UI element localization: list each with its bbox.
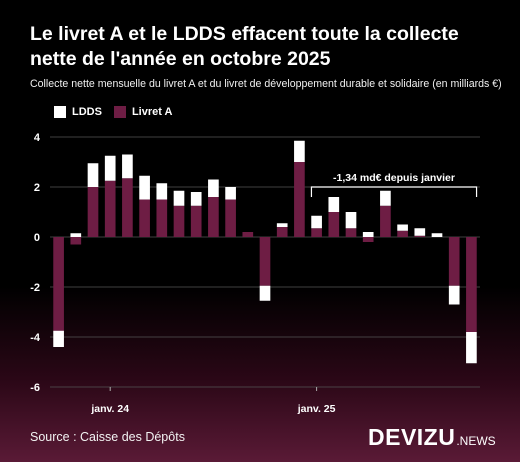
legend-swatch-livret-a: [113, 106, 126, 118]
bar-ldds: [448, 285, 460, 305]
bar-ldds: [397, 224, 408, 231]
bar-livret-a: [208, 197, 219, 237]
chart-legend: LDDS Livret A: [54, 106, 185, 118]
bar-livret-a: [345, 228, 357, 237]
bar-livret-a: [311, 228, 322, 237]
x-tick-label: janv. 24: [90, 403, 129, 415]
legend-item-ldds: LDDS: [54, 106, 102, 118]
bar-livret-a: [294, 162, 305, 237]
bar-ldds: [225, 187, 236, 200]
annotation-label: -1,34 md€ depuis janvier: [333, 172, 455, 184]
bar-ldds: [53, 330, 64, 347]
legend-label-ldds: LDDS: [72, 106, 102, 118]
bar-ldds: [276, 223, 288, 227]
bar-livret-a: [259, 237, 271, 286]
bar-ldds: [414, 228, 426, 236]
bar-livret-a: [104, 180, 116, 237]
y-tick-label: 2: [34, 182, 40, 194]
bar-ldds: [70, 233, 82, 237]
bar-ldds: [431, 233, 443, 237]
bar-livret-a: [122, 178, 133, 237]
bar-ldds: [139, 175, 150, 200]
bar-livret-a: [190, 205, 202, 237]
y-tick-label: -2: [30, 282, 40, 294]
bar-livret-a: [70, 237, 82, 245]
bar-livret-a: [87, 187, 99, 237]
bar-livret-a: [173, 205, 185, 237]
bar-ldds: [208, 179, 219, 197]
source-note: Source : Caisse des Dépôts: [30, 430, 185, 444]
brand-suffix: .NEWS: [456, 434, 496, 448]
bar-livret-a: [53, 237, 64, 331]
bar-livret-a: [242, 232, 254, 237]
y-tick-label: -6: [30, 382, 40, 394]
page-title: Le livret A et le LDDS effacent toute la…: [30, 23, 459, 70]
bar-ldds: [294, 140, 305, 162]
bar-ldds: [190, 192, 202, 206]
bar-livret-a: [276, 227, 288, 237]
bar-ldds: [466, 332, 477, 364]
legend-swatch-ldds: [54, 106, 66, 118]
bar-livret-a: [225, 199, 236, 237]
brand-logo: DEVIZU.NEWS: [368, 424, 496, 451]
bar-ldds: [122, 154, 133, 179]
bar-livret-a: [397, 230, 408, 237]
bar-ldds: [173, 190, 185, 206]
bar-livret-a: [414, 235, 426, 237]
legend-label-livret-a: Livret A: [131, 106, 173, 118]
x-tick-label: janv. 25: [297, 403, 336, 415]
bar-ldds: [87, 163, 99, 187]
y-tick-label: 4: [34, 132, 41, 144]
bar-livret-a: [380, 205, 391, 237]
bar-ldds: [380, 190, 391, 206]
bar-ldds: [345, 212, 357, 229]
bar-livret-a: [328, 212, 340, 237]
bar-livret-a: [448, 237, 460, 286]
bar-ldds: [328, 197, 340, 212]
legend-item-livret-a: Livret A: [113, 106, 173, 118]
bar-livret-a: [466, 237, 477, 332]
annotation-bracket: [310, 186, 478, 197]
bar-livret-a: [156, 199, 168, 237]
bar-livret-a: [362, 237, 374, 242]
bar-ldds: [104, 155, 116, 181]
brand-name: DEVIZU: [368, 424, 456, 450]
bar-ldds: [156, 183, 168, 200]
bar-ldds: [311, 215, 322, 229]
chart-subtitle: Collecte nette mensuelle du livret A et …: [30, 78, 502, 90]
bar-livret-a: [139, 199, 150, 237]
bar-ldds: [259, 285, 271, 301]
y-tick-label: -4: [30, 332, 41, 344]
bar-ldds: [362, 232, 374, 237]
y-tick-label: 0: [34, 232, 40, 244]
